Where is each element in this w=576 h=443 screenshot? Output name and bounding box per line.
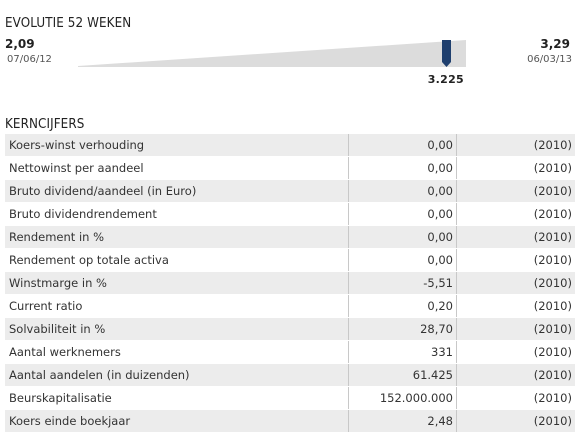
row-label: Bruto dividendrendement xyxy=(5,202,349,226)
range-current-value: 3.225 xyxy=(427,73,464,86)
table-row: Aantal werknemers 331 (2010) xyxy=(5,340,575,364)
range-marker-shape xyxy=(442,40,452,67)
row-year: (2010) xyxy=(456,340,575,364)
row-label: Aantal aandelen (in duizenden) xyxy=(5,363,349,387)
range-bar xyxy=(78,40,466,67)
row-year: (2010) xyxy=(456,248,575,272)
row-value: 0,00 xyxy=(348,179,457,203)
row-year: (2010) xyxy=(456,294,575,318)
row-value: 331 xyxy=(348,340,457,364)
row-label: Bruto dividend/aandeel (in Euro) xyxy=(5,179,349,203)
range-high-value: 3,29 xyxy=(540,37,570,51)
row-label: Aantal werknemers xyxy=(5,340,349,364)
kerncijfers-table: Koers-winst verhouding 0,00 (2010) Nettowin… xyxy=(5,134,575,433)
table-row: Solvabiliteit in % 28,70 (2010) xyxy=(5,317,575,341)
row-label: Nettowinst per aandeel xyxy=(5,156,349,180)
row-value: 28,70 xyxy=(348,317,457,341)
table-row: Winstmarge in % -5,51 (2010) xyxy=(5,271,575,295)
table-row: Aantal aandelen (in duizenden) 61.425 (201… xyxy=(5,363,575,387)
row-label: Rendement in % xyxy=(5,225,349,249)
row-year: (2010) xyxy=(456,271,575,295)
row-value: 2,48 xyxy=(348,409,457,433)
table-row: Nettowinst per aandeel 0,00 (2010) xyxy=(5,156,575,180)
range-current-marker-icon xyxy=(442,40,452,67)
table-row: Rendement op totale activa 0,00 (2010) xyxy=(5,248,575,272)
row-label: Beurskapitalisatie xyxy=(5,386,349,410)
row-label: Current ratio xyxy=(5,294,349,318)
table-row: Bruto dividend/aandeel (in Euro) 0,00 (201… xyxy=(5,179,575,203)
row-year: (2010) xyxy=(456,317,575,341)
row-value: 61.425 xyxy=(348,363,457,387)
table-row: Current ratio 0,20 (2010) xyxy=(5,294,575,318)
row-value: 0,00 xyxy=(348,225,457,249)
range-bar-wedge xyxy=(78,40,466,67)
table-row: Koers einde boekjaar 2,48 (2010) xyxy=(5,409,575,433)
row-year: (2010) xyxy=(456,225,575,249)
table-row: Bruto dividendrendement 0,00 (2010) xyxy=(5,202,575,226)
row-value: -5,51 xyxy=(348,271,457,295)
range-low-value: 2,09 xyxy=(5,37,35,51)
row-value: 0,00 xyxy=(348,134,457,157)
row-year: (2010) xyxy=(456,202,575,226)
row-value: 0,20 xyxy=(348,294,457,318)
row-value: 152.000.000 xyxy=(348,386,457,410)
table-row: Rendement in % 0,00 (2010) xyxy=(5,225,575,249)
row-value: 0,00 xyxy=(348,202,457,226)
row-year: (2010) xyxy=(456,409,575,433)
row-year: (2010) xyxy=(456,386,575,410)
table-row: Koers-winst verhouding 0,00 (2010) xyxy=(5,134,575,157)
range-low-date: 07/06/12 xyxy=(7,54,52,65)
row-year: (2010) xyxy=(456,363,575,387)
row-label: Rendement op totale activa xyxy=(5,248,349,272)
table-row: Beurskapitalisatie 152.000.000 (2010) xyxy=(5,386,575,410)
row-label: Solvabiliteit in % xyxy=(5,317,349,341)
row-year: (2010) xyxy=(456,179,575,203)
row-label: Koers einde boekjaar xyxy=(5,409,349,433)
section-title-kerncijfers: KERNCIJFERS xyxy=(5,117,85,132)
range-high-date: 06/03/13 xyxy=(527,54,572,65)
section-title-evolutie: EVOLUTIE 52 WEKEN xyxy=(5,16,132,31)
row-year: (2010) xyxy=(456,156,575,180)
row-value: 0,00 xyxy=(348,156,457,180)
row-value: 0,00 xyxy=(348,248,457,272)
row-year: (2010) xyxy=(456,134,575,157)
row-label: Koers-winst verhouding xyxy=(5,134,349,157)
row-label: Winstmarge in % xyxy=(5,271,349,295)
